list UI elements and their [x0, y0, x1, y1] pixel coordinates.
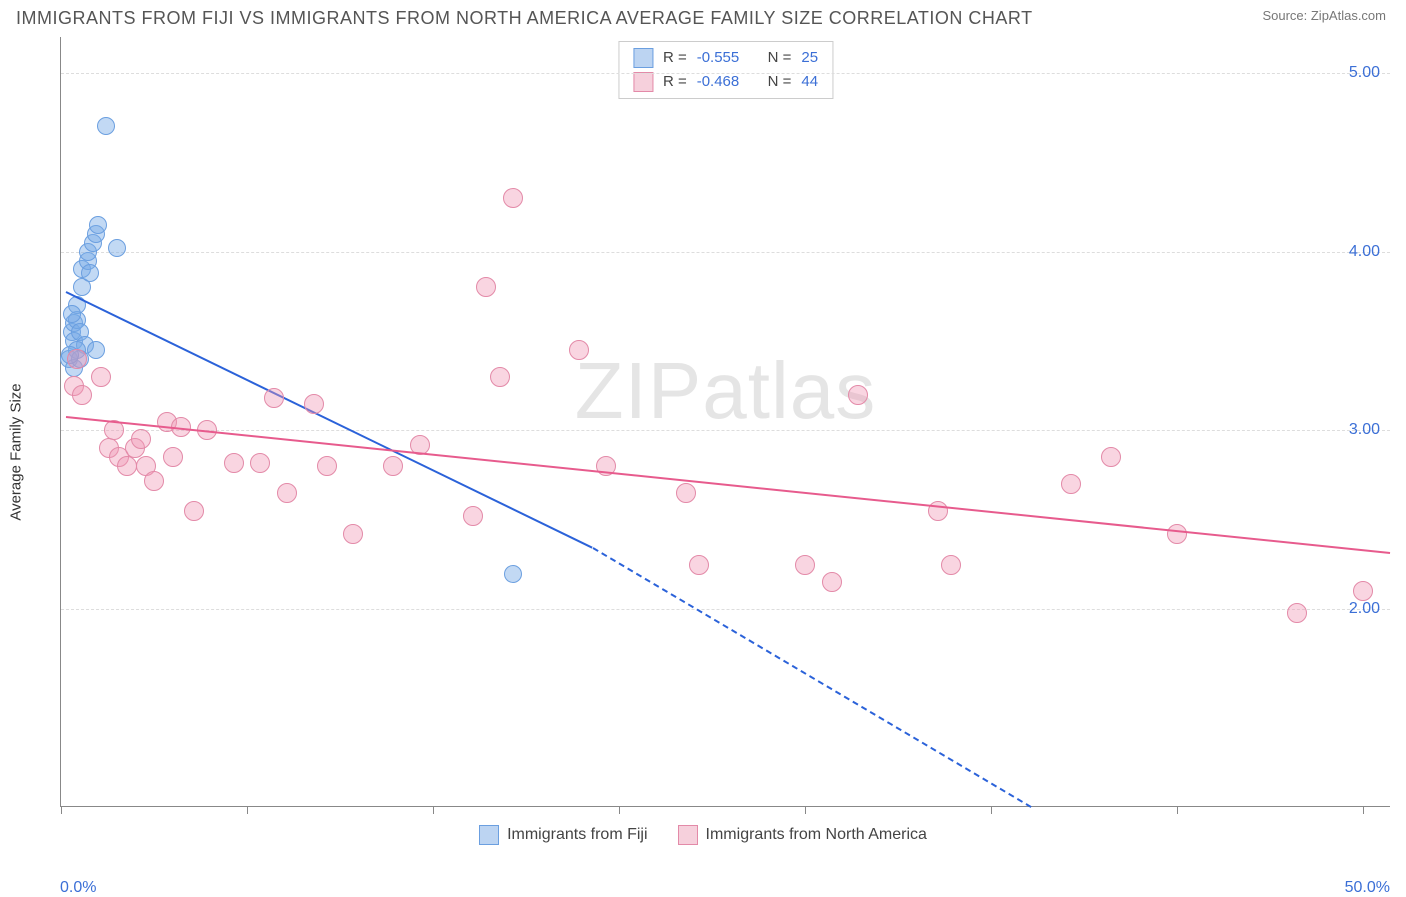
scatter-point-na [67, 349, 87, 369]
y-tick-label: 2.00 [1349, 600, 1380, 618]
y-tick-label: 3.00 [1349, 421, 1380, 439]
scatter-point-na [224, 453, 244, 473]
trend-line-na [66, 416, 1390, 554]
trend-line-fiji-extrapolated [592, 547, 1032, 808]
scatter-point-fiji [81, 264, 99, 282]
x-tick [619, 806, 620, 814]
scatter-point-fiji [108, 239, 126, 257]
scatter-point-na [383, 456, 403, 476]
scatter-point-na [1287, 603, 1307, 623]
scatter-point-na [131, 429, 151, 449]
y-axis-label: Average Family Size [8, 383, 25, 520]
correlation-chart: Average Family Size ZIPatlas R =-0.555 N… [16, 37, 1390, 867]
plot-area: ZIPatlas R =-0.555 N =25R =-0.468 N =44 … [60, 37, 1390, 807]
n-label: N = [768, 46, 792, 70]
scatter-point-na [317, 456, 337, 476]
scatter-point-na [503, 188, 523, 208]
legend-item-na: Immigrants from North America [678, 825, 927, 845]
r-label: R = [663, 46, 687, 70]
x-tick [991, 806, 992, 814]
gridline [61, 73, 1390, 74]
x-min-label: 0.0% [60, 879, 96, 897]
scatter-point-na [264, 388, 284, 408]
scatter-point-na [117, 456, 137, 476]
scatter-point-na [490, 367, 510, 387]
scatter-point-na [941, 555, 961, 575]
scatter-point-na [144, 471, 164, 491]
scatter-point-na [848, 385, 868, 405]
gridline [61, 430, 1390, 431]
x-tick [1177, 806, 1178, 814]
x-tick [1363, 806, 1364, 814]
scatter-point-fiji [89, 216, 107, 234]
x-max-label: 50.0% [1345, 879, 1390, 897]
watermark: ZIPatlas [575, 345, 876, 437]
gridline [61, 252, 1390, 253]
swatch-na [678, 825, 698, 845]
scatter-point-na [463, 506, 483, 526]
scatter-point-na [277, 483, 297, 503]
scatter-point-na [343, 524, 363, 544]
scatter-point-na [184, 501, 204, 521]
scatter-point-na [689, 555, 709, 575]
source-credit: Source: ZipAtlas.com [1262, 8, 1386, 23]
gridline [61, 609, 1390, 610]
y-tick-label: 5.00 [1349, 64, 1380, 82]
swatch-fiji [633, 48, 653, 68]
stats-row-fiji: R = -0.555 N = 25 [633, 46, 818, 70]
scatter-point-na [304, 394, 324, 414]
scatter-point-na [1101, 447, 1121, 467]
scatter-point-na [1061, 474, 1081, 494]
swatch-na [633, 72, 653, 92]
trend-line-fiji [66, 291, 593, 549]
legend-label: Immigrants from North America [706, 826, 927, 844]
page-title: IMMIGRANTS FROM FIJI VS IMMIGRANTS FROM … [16, 8, 1033, 29]
x-tick [805, 806, 806, 814]
scatter-point-na [476, 277, 496, 297]
n-value: 25 [801, 46, 818, 70]
scatter-point-na [163, 447, 183, 467]
scatter-point-fiji [87, 341, 105, 359]
legend-bottom: Immigrants from Fiji Immigrants from Nort… [16, 825, 1390, 845]
scatter-point-na [822, 572, 842, 592]
stats-legend-box: R =-0.555 N =25R =-0.468 N =44 [618, 41, 833, 99]
scatter-point-na [91, 367, 111, 387]
scatter-point-na [1353, 581, 1373, 601]
scatter-point-fiji [63, 305, 81, 323]
y-tick-label: 4.00 [1349, 243, 1380, 261]
scatter-point-na [676, 483, 696, 503]
x-tick [247, 806, 248, 814]
x-tick [61, 806, 62, 814]
legend-item-fiji: Immigrants from Fiji [479, 825, 647, 845]
swatch-fiji [479, 825, 499, 845]
scatter-point-na [250, 453, 270, 473]
scatter-point-na [569, 340, 589, 360]
scatter-point-na [72, 385, 92, 405]
scatter-point-fiji [504, 565, 522, 583]
r-value: -0.555 [697, 46, 740, 70]
x-tick [433, 806, 434, 814]
scatter-point-fiji [97, 117, 115, 135]
scatter-point-na [795, 555, 815, 575]
legend-label: Immigrants from Fiji [507, 826, 647, 844]
scatter-point-na [1167, 524, 1187, 544]
